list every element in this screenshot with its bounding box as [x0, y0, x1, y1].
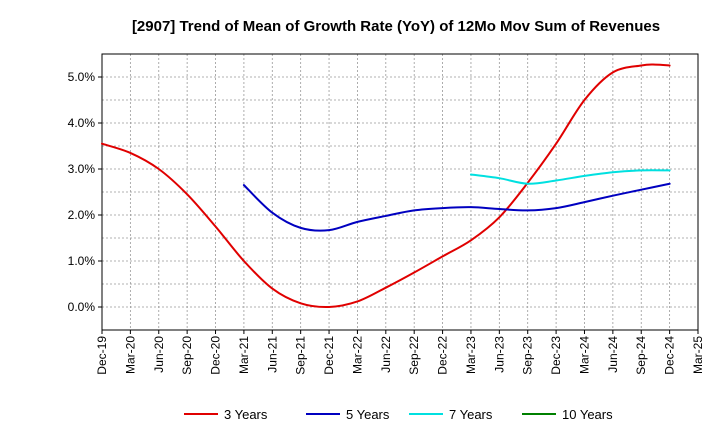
- legend-label-10-years: 10 Years: [562, 407, 613, 422]
- x-tick-label: Jun-24: [606, 336, 620, 373]
- x-tick-label: Dec-23: [549, 336, 563, 375]
- x-tick-label: Mar-24: [577, 336, 591, 374]
- x-tick-label: Mar-21: [237, 336, 251, 374]
- legend-label-7-years: 7 Years: [449, 407, 493, 422]
- x-tick-label: Dec-19: [95, 336, 109, 375]
- series-line-5-years: [242, 182, 671, 232]
- plot-frame: [101, 53, 699, 331]
- x-tick-label: Mar-23: [464, 336, 478, 374]
- x-tick-label: Mar-22: [350, 336, 364, 374]
- legend-label-3-years: 3 Years: [224, 407, 268, 422]
- y-axis: 0.0% 1.0% 2.0% 3.0% 4.0% 5.0%: [68, 70, 102, 314]
- y-tick-label: 0.0%: [68, 300, 96, 314]
- x-tick-label: Jun-21: [265, 336, 279, 373]
- x-tick-label: Dec-24: [663, 336, 677, 375]
- series-line-7-years: [469, 169, 671, 185]
- x-tick-label: Dec-21: [322, 336, 336, 375]
- y-tick-label: 1.0%: [68, 254, 96, 268]
- y-tick-label: 4.0%: [68, 116, 96, 130]
- series-line-3-years: [101, 63, 671, 309]
- chart-title: [2907] Trend of Mean of Growth Rate (YoY…: [132, 18, 660, 35]
- x-tick-label: Dec-20: [209, 336, 223, 375]
- x-tick-label: Mar-20: [123, 336, 137, 374]
- x-tick-label: Jun-22: [379, 336, 393, 373]
- x-tick-label: Dec-22: [436, 336, 450, 375]
- x-tick-label: Sep-24: [634, 336, 648, 375]
- y-tick-label: 2.0%: [68, 208, 96, 222]
- x-tick-label: Mar-25: [691, 336, 705, 374]
- legend-label-5-years: 5 Years: [346, 407, 390, 422]
- y-tick-label: 5.0%: [68, 70, 96, 84]
- x-tick-label: Sep-23: [521, 336, 535, 375]
- x-tick-label: Jun-23: [492, 336, 506, 373]
- x-tick-label: Sep-20: [180, 336, 194, 375]
- x-tick-label: Sep-21: [294, 336, 308, 375]
- x-tick-label: Sep-22: [407, 336, 421, 375]
- y-tick-label: 3.0%: [68, 162, 96, 176]
- x-tick-label: Jun-20: [152, 336, 166, 373]
- x-axis: Dec-19 Mar-20 Jun-20 Sep-20 Dec-20 Mar-21 Jun-…: [95, 330, 705, 375]
- grid: [102, 54, 698, 330]
- legend: 3 Years 5 Years 7 Years 10 Years: [184, 407, 613, 422]
- series: [101, 63, 671, 309]
